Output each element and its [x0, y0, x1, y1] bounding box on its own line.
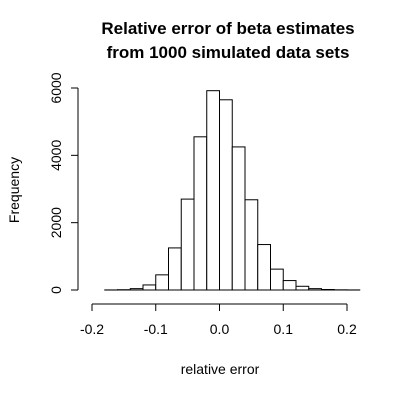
- chart-title-line-2: from 1000 simulated data sets: [107, 43, 350, 62]
- histogram-bar-6: [180, 198, 195, 291]
- histogram-bar-17: [321, 288, 335, 291]
- histogram-bar-2: [129, 288, 144, 291]
- histogram-bar-9: [219, 99, 233, 291]
- histogram-bar-14: [282, 280, 297, 291]
- y-tick-label-1: 2000: [48, 207, 64, 238]
- x-tick-label-1: -0.1: [144, 321, 168, 337]
- x-tick-label-3: 0.1: [274, 321, 294, 337]
- histogram-bar-4: [155, 274, 169, 291]
- histogram-bar-13: [270, 268, 284, 291]
- x-tick-label-4: 0.2: [337, 321, 357, 337]
- y-tick-label-3: 6000: [48, 72, 64, 103]
- histogram-bar-3: [142, 284, 157, 291]
- y-tick-label-2: 4000: [48, 140, 64, 171]
- histogram-bar-10: [231, 146, 246, 291]
- histogram-bar-11: [244, 199, 259, 291]
- x-axis-ticks: -0.2 -0.1 0.0 0.1 0.2: [80, 304, 357, 337]
- y-tick-label-0: 0: [48, 286, 64, 294]
- y-axis-label: Frequency: [6, 157, 22, 223]
- histogram-bar-8: [206, 90, 220, 291]
- x-tick-label-2: 0.0: [210, 321, 230, 337]
- x-tick-label-0: -0.2: [80, 321, 104, 337]
- histogram-bar-5: [168, 247, 182, 291]
- histogram-bar-15: [295, 285, 310, 291]
- histogram-bar-12: [257, 244, 271, 291]
- x-axis-label: relative error: [181, 361, 260, 377]
- histogram-bar-7: [193, 136, 208, 291]
- histogram-bar-16: [308, 288, 322, 291]
- y-axis-ticks: 0 2000 4000 6000: [48, 72, 78, 294]
- chart-title-line-1: Relative error of beta estimates: [101, 19, 354, 38]
- histogram-bars: [104, 90, 361, 291]
